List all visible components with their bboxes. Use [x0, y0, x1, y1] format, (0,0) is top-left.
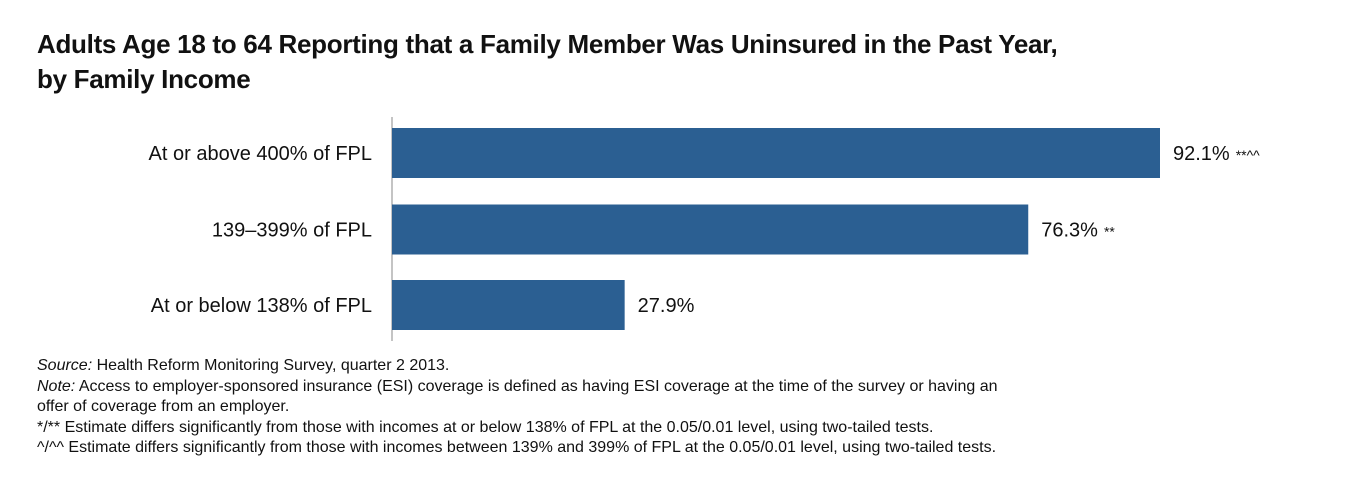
- data-label: 92.1% **^^: [1173, 143, 1260, 165]
- category-label: 139–399% of FPL: [212, 220, 372, 242]
- bar-chart: At or above 400% of FPL 92.1% **^^ 139–399%…: [149, 117, 1260, 341]
- bar: [392, 280, 625, 330]
- significance-mark: **^^: [1236, 147, 1260, 163]
- title-line-1: Adults Age 18 to 64 Reporting that a Fam…: [37, 29, 1058, 59]
- category-label: At or below 138% of FPL: [151, 295, 372, 317]
- significance-note-2: ^/^^ Estimate differs significantly from…: [37, 439, 997, 456]
- bar: [392, 204, 1029, 255]
- note-continued: offer of coverage from an employer.: [37, 398, 290, 415]
- data-label: 76.3% **: [1041, 220, 1115, 242]
- significance-note-1: */** Estimate differs significantly from…: [37, 418, 934, 436]
- category-label: At or above 400% of FPL: [149, 143, 372, 165]
- bar: [392, 128, 1160, 178]
- source-note: Source: Health Reform Monitoring Survey,…: [37, 357, 450, 374]
- significance-mark: **: [1104, 224, 1115, 240]
- note: Note: Access to employer-sponsored insur…: [37, 377, 998, 395]
- data-label: 27.9%: [638, 295, 695, 317]
- chart-notes: Source: Health Reform Monitoring Survey,…: [37, 356, 998, 459]
- chart-title: Adults Age 18 to 64 Reporting that a Fam…: [37, 27, 1058, 97]
- title-line-2: by Family Income: [37, 64, 251, 94]
